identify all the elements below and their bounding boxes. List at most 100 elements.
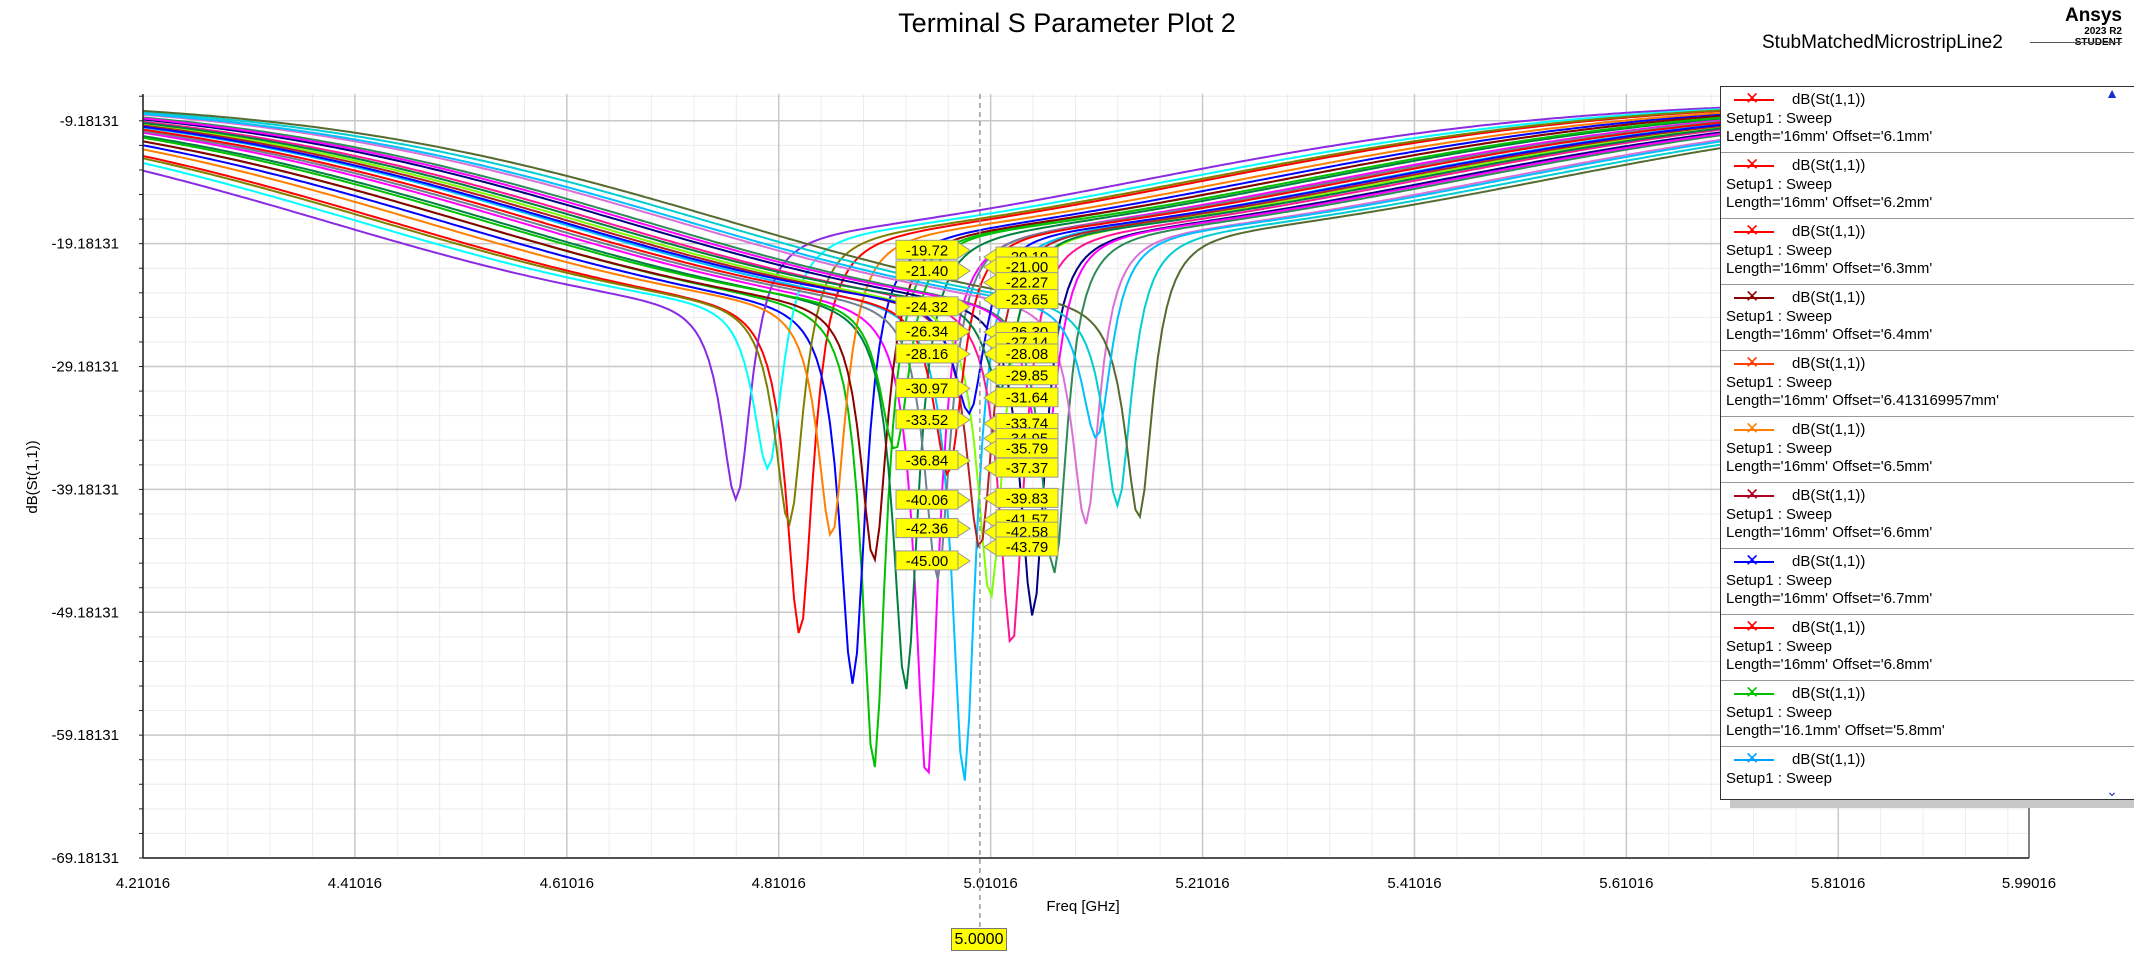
marker-arrow	[957, 519, 971, 538]
legend-swatch-icon: ✕	[1726, 749, 1782, 768]
legend-item[interactable]: ✕ dB(St(1,1)) Setup1 : Sweep Length='16mm' …	[1721, 285, 2134, 351]
y-tick-label: -9.18131	[60, 113, 119, 130]
marker-value: -28.08	[1006, 346, 1049, 363]
x-tick-label: 4.61016	[540, 875, 594, 892]
legend-row: ✕ dB(St(1,1))	[1726, 155, 2134, 176]
marker-arrow	[957, 410, 971, 429]
legend-setup: Setup1 : Sweep	[1726, 373, 1832, 391]
marker-value: -35.79	[1006, 441, 1049, 458]
marker-tag[interactable]: -26.34	[895, 321, 971, 342]
marker-tag[interactable]: -31.64	[983, 387, 1059, 408]
y-tick-label: -29.18131	[51, 359, 119, 376]
legend-swatch-icon: ✕	[1726, 221, 1782, 240]
series-curve	[142, 109, 2030, 440]
marker-arrow	[983, 538, 997, 556]
marker-value: -39.83	[1006, 490, 1049, 507]
marker-value: -26.34	[906, 324, 949, 341]
legend-row: ✕ dB(St(1,1))	[1726, 287, 2134, 308]
legend-row: ✕ dB(St(1,1))	[1726, 221, 2134, 242]
legend-item[interactable]: ✕ dB(St(1,1)) Setup1 : Sweep	[1721, 747, 2134, 799]
legend-trace-label: dB(St(1,1))	[1792, 619, 1866, 636]
legend-row: ✕ dB(St(1,1))	[1726, 353, 2134, 374]
marker-tag[interactable]: -24.32	[895, 296, 971, 317]
marker-tag[interactable]: -28.16	[895, 343, 971, 364]
legend-setup: Setup1 : Sweep	[1726, 439, 1832, 457]
legend-params: Length='16mm' Offset='6.413169957mm'	[1726, 392, 2000, 409]
marker-tag[interactable]: -43.79	[983, 536, 1059, 557]
marker-tag[interactable]: -22.27	[983, 272, 1059, 293]
marker-value: -45.00	[906, 553, 949, 570]
legend-scrollbar[interactable]: ▲ ⌄	[2103, 86, 2121, 798]
marker-arrow	[983, 489, 997, 508]
marker-arrow	[983, 273, 997, 292]
series-curve	[142, 104, 2030, 549]
legend-item[interactable]: ✕ dB(St(1,1)) Setup1 : Sweep Length='16mm' …	[1721, 549, 2134, 615]
marker-arrow	[957, 451, 971, 470]
legend-item[interactable]: ✕ dB(St(1,1)) Setup1 : Sweep Length='16mm' …	[1721, 615, 2134, 681]
legend-item[interactable]: ✕ dB(St(1,1)) Setup1 : Sweep Length='16mm' …	[1721, 87, 2134, 153]
x-tick-label: 5.99016	[2002, 875, 2056, 892]
legend-trace-label: dB(St(1,1))	[1792, 685, 1866, 702]
marker-arrow	[957, 491, 971, 510]
legend-swatch-icon: ✕	[1726, 419, 1782, 438]
marker-tag[interactable]: -29.85	[983, 365, 1059, 386]
marker-tag[interactable]: -35.79	[983, 438, 1059, 459]
marker-tag[interactable]: -37.37	[983, 457, 1059, 478]
legend-setup: Setup1 : Sweep	[1726, 241, 1832, 259]
legend-item[interactable]: ✕ dB(St(1,1)) Setup1 : Sweep Length='16mm' …	[1721, 219, 2134, 285]
series-curve	[142, 103, 2030, 580]
legend-setup: Setup1 : Sweep	[1726, 637, 1832, 655]
chart-title: Terminal S Parameter Plot 2	[898, 8, 1236, 38]
legend-swatch-icon: ✕	[1726, 155, 1782, 174]
series-curve	[142, 107, 2030, 574]
legend-row: ✕ dB(St(1,1))	[1726, 551, 2134, 572]
legend-setup: Setup1 : Sweep	[1726, 769, 1832, 787]
legend-item[interactable]: ✕ dB(St(1,1)) Setup1 : Sweep Length='16mm' …	[1721, 483, 2134, 549]
marker-value: -21.00	[1006, 259, 1049, 276]
marker-tag[interactable]: -21.40	[895, 260, 971, 281]
y-tick-label: -19.18131	[51, 236, 119, 253]
marker-value: -37.37	[1006, 460, 1049, 477]
marker-value: -30.97	[906, 381, 949, 398]
marker-tag[interactable]: -23.65	[983, 289, 1059, 310]
marker-tag[interactable]: -36.84	[895, 450, 971, 471]
legend-item[interactable]: ✕ dB(St(1,1)) Setup1 : Sweep Length='16.1mm…	[1721, 681, 2134, 747]
legend-trace-label: dB(St(1,1))	[1792, 289, 1866, 306]
marker-arrow	[957, 379, 971, 398]
marker-value: -24.32	[906, 299, 949, 316]
marker-tag[interactable]: -30.97	[895, 378, 971, 399]
legend-trace-label: dB(St(1,1))	[1792, 157, 1866, 174]
series-curve	[142, 106, 2030, 461]
series-curve	[142, 100, 2029, 503]
marker-arrow	[983, 439, 997, 458]
marker-tag[interactable]: -42.36	[895, 517, 971, 538]
marker-tag[interactable]: -40.06	[895, 489, 971, 510]
legend-panel[interactable]: ✕ dB(St(1,1)) Setup1 : Sweep Length='16mm' …	[1720, 86, 2134, 800]
scroll-up-icon[interactable]: ▲	[2105, 85, 2119, 101]
legend-item[interactable]: ✕ dB(St(1,1)) Setup1 : Sweep Length='16mm' …	[1721, 153, 2134, 219]
marker-tag[interactable]: -19.72	[895, 239, 971, 260]
marker-tag[interactable]: -33.52	[895, 409, 971, 430]
series-curve	[142, 100, 2030, 471]
series-curve	[142, 108, 2030, 525]
cursor-frequency-label[interactable]: 5.0000	[951, 928, 1007, 951]
brand-name: Ansys	[2064, 5, 2122, 26]
marker-arrow	[983, 388, 997, 407]
design-name: StubMatchedMicrostripLine2	[1762, 32, 2003, 53]
y-tick-label: -69.18131	[51, 850, 119, 867]
marker-tag[interactable]: -28.08	[983, 343, 1059, 364]
marker-value: -28.16	[906, 346, 949, 363]
legend-item[interactable]: ✕ dB(St(1,1)) Setup1 : Sweep Length='16mm' …	[1721, 417, 2134, 483]
scroll-down-icon[interactable]: ⌄	[2106, 783, 2118, 799]
legend-row: ✕ dB(St(1,1))	[1726, 617, 2134, 638]
marker-value: -29.85	[1006, 368, 1049, 385]
legend-item[interactable]: ✕ dB(St(1,1)) Setup1 : Sweep Length='16mm' …	[1721, 351, 2134, 417]
marker-tag[interactable]: -45.00	[895, 550, 971, 571]
marker-value: -19.72	[906, 242, 949, 259]
marker-arrow	[957, 551, 971, 570]
marker-tag[interactable]: -39.83	[983, 487, 1059, 508]
legend-swatch-icon: ✕	[1726, 617, 1782, 636]
marker-value: -22.27	[1006, 275, 1049, 292]
marker-arrow	[983, 414, 997, 433]
legend-trace-label: dB(St(1,1))	[1792, 421, 1866, 438]
